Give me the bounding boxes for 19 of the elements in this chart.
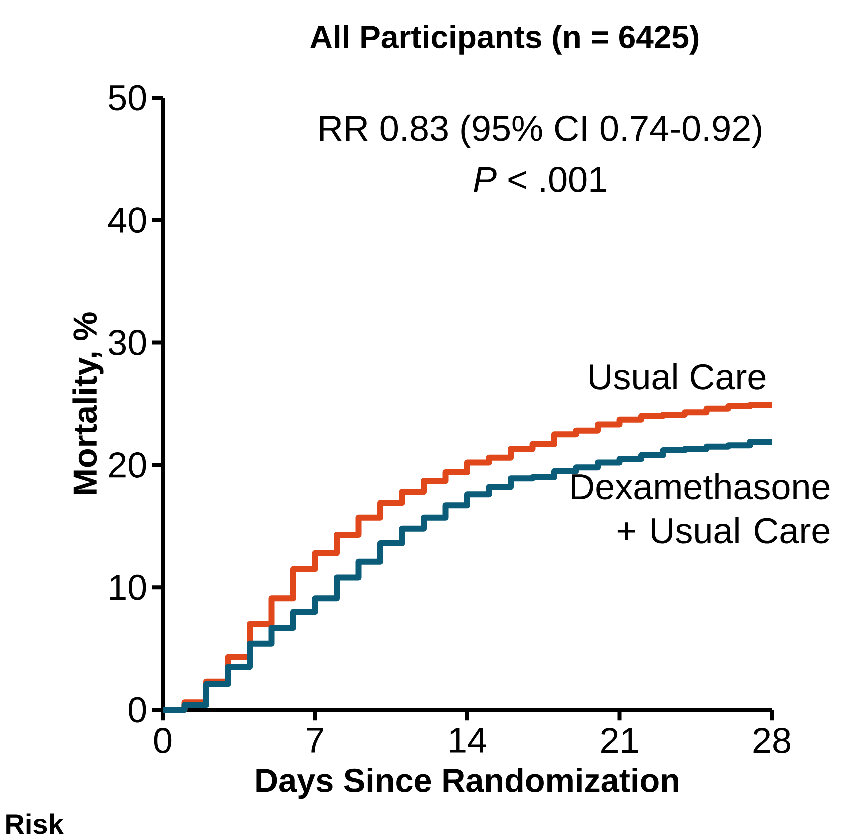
x-tick-label: 21: [602, 728, 638, 754]
y-tick-label: 10: [110, 574, 146, 600]
text: Risk: [6, 814, 64, 834]
annotation: RR 0.83 (95% CI 0.74-0.92): [320, 114, 762, 148]
x-tick-label: 0: [154, 728, 172, 754]
y-tick-label: 0: [129, 697, 146, 723]
series-label: Usual Care: [590, 363, 766, 390]
y-axis-title: Mortality, %: [72, 312, 104, 494]
series-label: Dexamethasone + Usual Care: [572, 473, 830, 544]
y-tick-label: 50: [109, 85, 146, 111]
y-tick-label: 40: [108, 208, 146, 234]
y-tick-label: 30: [108, 330, 146, 356]
x-tick-label: 28: [754, 728, 790, 754]
annotation: P < .001: [474, 166, 606, 192]
chart-title: All Participants (n = 6425): [310, 25, 699, 55]
x-tick-label: 7: [307, 728, 324, 753]
x-axis-title: Days Since Randomization: [256, 768, 678, 800]
x-tick-label: 14: [450, 728, 486, 753]
y-tick-label: 20: [109, 452, 146, 478]
